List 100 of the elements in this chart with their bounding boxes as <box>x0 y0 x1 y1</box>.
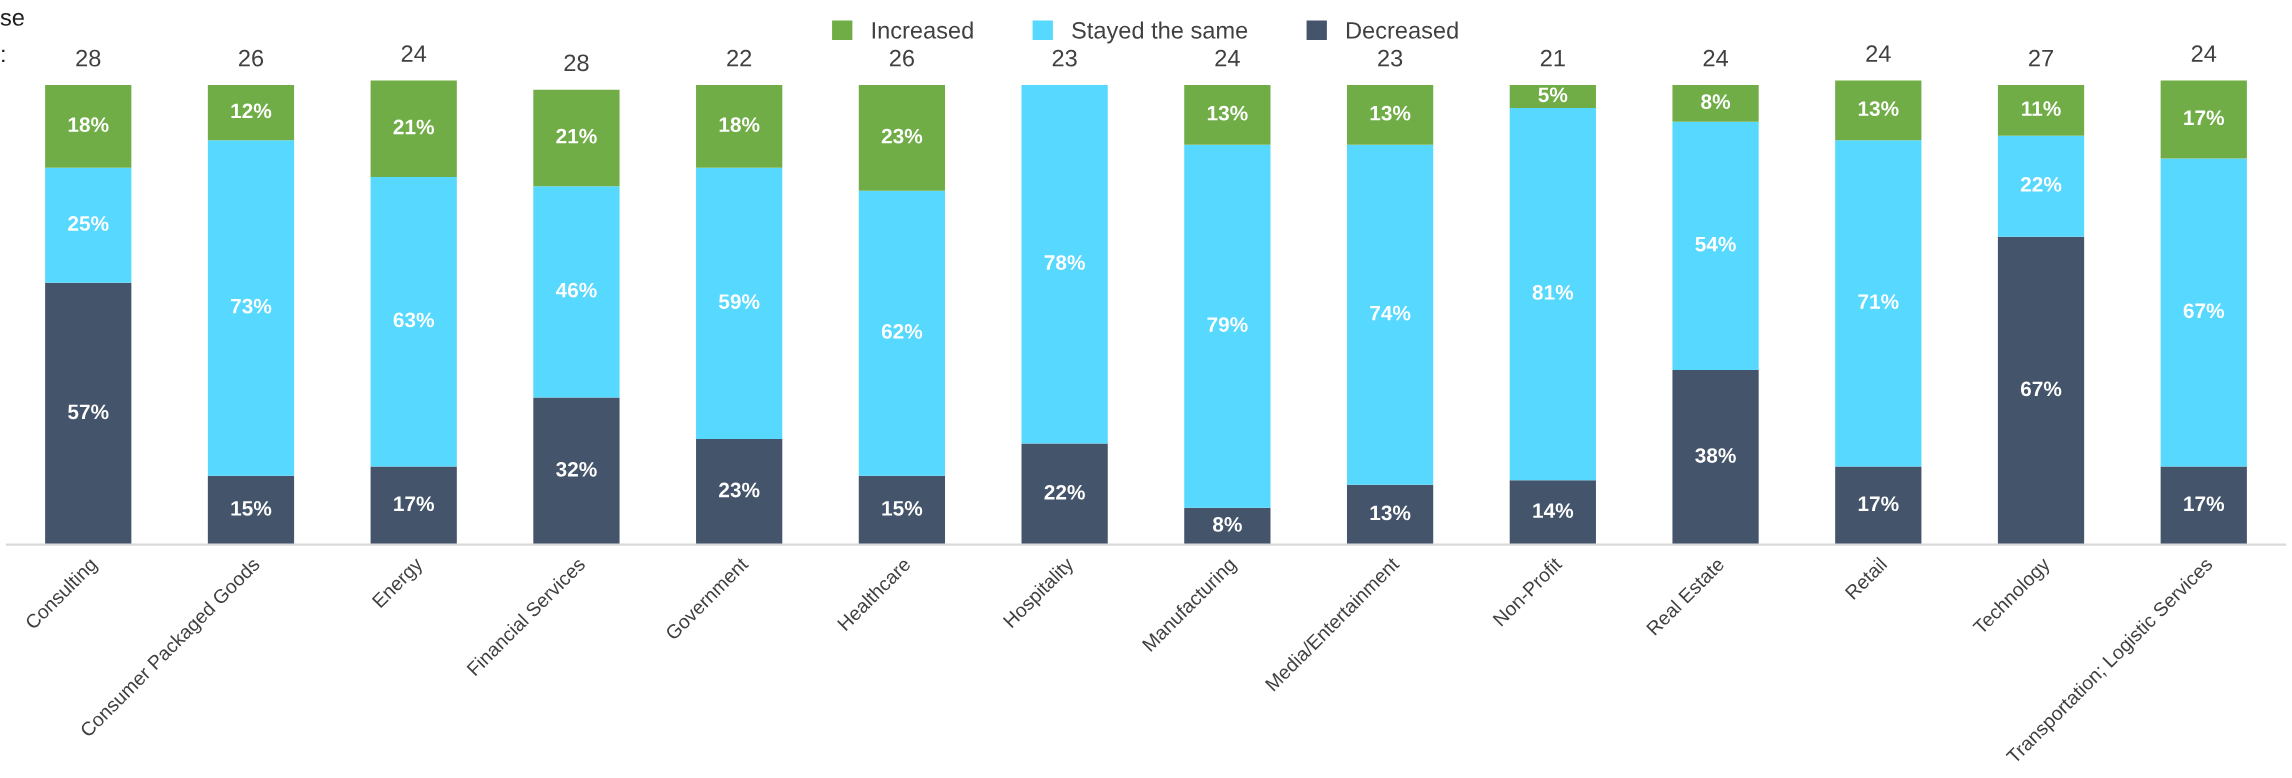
annotation: 24 <box>1703 49 1728 67</box>
bar <box>370 177 457 467</box>
bar <box>207 85 295 141</box>
data-label: 25% <box>68 216 109 231</box>
data-label: 22% <box>1044 484 1085 500</box>
bar <box>1021 443 1108 545</box>
data-label: 14% <box>1533 503 1574 518</box>
data-label: 38% <box>1695 448 1736 463</box>
data-label: 46% <box>555 282 597 298</box>
data-label: 22% <box>2020 177 2062 192</box>
annotation: 23 <box>1378 49 1403 67</box>
bar <box>696 167 783 439</box>
bar <box>1672 85 1759 122</box>
legend-label: Increased <box>872 21 973 39</box>
bar <box>45 282 132 545</box>
data-label: 17% <box>394 496 435 512</box>
data-label: 15% <box>882 501 923 516</box>
bar <box>858 85 946 191</box>
data-label: 17% <box>1858 496 1899 512</box>
bar <box>45 167 132 283</box>
bar <box>1835 466 1922 545</box>
data-label: 54% <box>1695 236 1736 252</box>
bar <box>533 397 620 545</box>
data-label: 23% <box>881 128 923 144</box>
annotation: 24 <box>401 45 427 62</box>
annotation: 28 <box>76 49 101 67</box>
data-label: 74% <box>1370 305 1411 321</box>
data-label: 8% <box>1701 94 1731 110</box>
data-label: 71% <box>1858 294 1899 309</box>
annotation: 27 <box>2029 49 2053 67</box>
annotation: 26 <box>239 49 264 67</box>
data-label: 23% <box>719 482 760 498</box>
data-label: 63% <box>393 312 435 328</box>
annotation: 24 <box>2191 45 2217 62</box>
data-label: 21% <box>393 119 435 135</box>
data-label: 67% <box>2020 381 2062 397</box>
bar <box>533 89 620 187</box>
bar <box>696 438 783 545</box>
data-label: 15% <box>231 501 272 516</box>
data-label: 59% <box>718 294 760 309</box>
text: se <box>0 12 24 26</box>
data-label: 78% <box>1044 255 1085 270</box>
annotation: 24 <box>1215 49 1240 67</box>
data-label: 13% <box>1370 105 1411 121</box>
bar <box>370 466 457 545</box>
data-label: 79% <box>1207 317 1248 332</box>
annotation: 24 <box>1866 45 1891 62</box>
data-label: 18% <box>719 117 760 133</box>
data-label: 62% <box>881 324 923 339</box>
data-label: 8% <box>1212 517 1242 532</box>
bar <box>370 80 457 177</box>
bar <box>207 140 295 476</box>
data-label: 12% <box>231 103 272 119</box>
text: : <box>2 49 5 63</box>
bar <box>1997 85 2085 136</box>
data-label: 32% <box>556 461 597 477</box>
data-label: 13% <box>1370 505 1411 521</box>
bar <box>858 475 946 545</box>
bar <box>1184 85 1271 145</box>
bar <box>1672 121 1759 370</box>
bar <box>1835 140 1922 467</box>
bar <box>1509 85 1596 109</box>
bar <box>45 85 132 168</box>
data-label: 67% <box>2183 303 2225 319</box>
data-label: 18% <box>68 117 109 133</box>
bar <box>696 85 783 168</box>
data-label: 17% <box>2184 496 2225 512</box>
data-label: 81% <box>1532 285 1574 300</box>
bar <box>1997 236 2085 545</box>
bar <box>858 190 946 476</box>
bar <box>1346 144 1434 485</box>
bar <box>1346 484 1434 545</box>
bar <box>1835 80 1922 141</box>
bar <box>207 475 295 545</box>
bar <box>1672 369 1759 545</box>
bar <box>1021 85 1108 444</box>
data-label: 73% <box>231 298 272 314</box>
data-label: 13% <box>1207 105 1248 121</box>
data-label: 11% <box>2022 101 2061 116</box>
data-label: 21% <box>556 128 597 144</box>
annotation: 23 <box>1052 49 1077 67</box>
bar <box>1509 108 1596 481</box>
data-label: 5% <box>1538 87 1568 103</box>
legend-label: Decreased <box>1346 21 1458 39</box>
annotation: 26 <box>889 49 914 67</box>
bar <box>2160 466 2247 545</box>
bar <box>2160 80 2247 159</box>
annotation: 21 <box>1540 49 1565 67</box>
bar <box>2160 158 2247 467</box>
annotation: 28 <box>564 54 589 72</box>
bar <box>533 186 620 398</box>
bar <box>1346 85 1434 145</box>
annotation: 22 <box>727 49 752 67</box>
bar <box>1509 480 1596 545</box>
bar <box>1997 135 2085 237</box>
data-label: 13% <box>1858 101 1899 116</box>
legend-label: Stayed the same <box>1072 21 1248 44</box>
data-label: 57% <box>68 404 109 420</box>
bar <box>1184 144 1271 508</box>
data-label: 17% <box>2184 110 2225 126</box>
